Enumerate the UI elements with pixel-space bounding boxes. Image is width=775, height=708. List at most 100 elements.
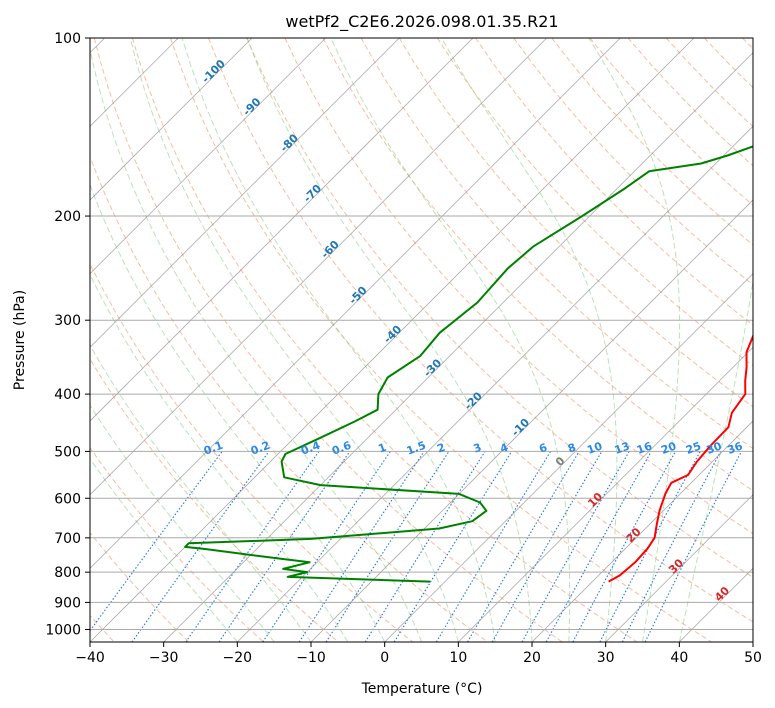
x-axis-label: Temperature (°C) xyxy=(361,681,483,697)
mixing-ratio-line xyxy=(185,451,320,642)
mixing-ratio-label: 16 xyxy=(635,439,654,457)
mixing-ratio-label: 4 xyxy=(498,441,510,456)
moist-adiabat xyxy=(90,404,275,642)
mixing-ratio-line xyxy=(621,451,722,642)
y-tick-label: 500 xyxy=(54,444,81,460)
mixing-ratio-line xyxy=(644,451,742,642)
mixing-ratio-label: 20 xyxy=(659,439,678,457)
mixing-ratio-label: 1.5 xyxy=(405,439,428,458)
mixing-ratio-line xyxy=(599,451,701,642)
isotherm-label: -10 xyxy=(509,416,532,439)
x-tick-label: 40 xyxy=(670,650,688,666)
y-tick-label: 1000 xyxy=(45,622,81,638)
mixing-ratio-label: 6 xyxy=(537,441,549,456)
dry-adiabat xyxy=(742,38,753,50)
x-tick-label: −40 xyxy=(75,650,105,666)
isotherm xyxy=(90,38,547,496)
y-tick-label: 300 xyxy=(54,313,81,329)
isotherm-label: 10 xyxy=(585,490,605,510)
plot-frame xyxy=(89,37,754,643)
x-tick-label: 50 xyxy=(744,650,762,666)
isotherm xyxy=(310,199,753,642)
isotherm-label: -60 xyxy=(319,238,342,261)
mixing-ratio-line xyxy=(393,451,513,642)
isotherm-label: 30 xyxy=(666,556,686,576)
isotherm xyxy=(531,420,753,642)
isotherm xyxy=(384,273,753,642)
dry-adiabat xyxy=(131,38,638,642)
dry-adiabat xyxy=(90,531,190,642)
x-axis: −40 −30 −20 −10 0 10 20 30 40 50 xyxy=(75,642,762,666)
mixing-ratio-label: 3 xyxy=(472,441,484,456)
dry-adiabat xyxy=(93,38,563,642)
mixing-ratio-label: 2 xyxy=(435,441,447,456)
mixing-ratio-label: 36 xyxy=(726,439,745,457)
mixing-ratio-label: 0.1 xyxy=(202,439,225,458)
dry-adiabat xyxy=(90,155,488,642)
dry-adiabat xyxy=(90,446,264,642)
dry-adiabat xyxy=(208,38,753,623)
isotherm xyxy=(752,641,753,642)
dry-adiabat xyxy=(284,38,753,535)
isotherm xyxy=(679,567,753,642)
dry-adiabat xyxy=(589,38,753,206)
isotherm xyxy=(237,125,753,642)
x-tick-label: −10 xyxy=(296,650,326,666)
dry-adiabat xyxy=(475,38,753,326)
mixing-ratio-line xyxy=(435,451,552,642)
dry-adiabat xyxy=(665,38,753,128)
y-tick-label: 400 xyxy=(54,387,81,403)
isotherm-label: 40 xyxy=(712,584,732,604)
x-tick-label: 30 xyxy=(597,650,615,666)
y-axis-label: Pressure (hPa) xyxy=(12,290,28,390)
mixing-ratio-label: 10 xyxy=(585,439,604,457)
moist-adiabat xyxy=(330,38,571,642)
mixing-ratio-line xyxy=(298,451,425,642)
y-tick-label: 900 xyxy=(54,595,81,611)
x-tick-label: 20 xyxy=(523,650,541,666)
x-tick-label: 0 xyxy=(380,650,389,666)
dry-adiabat xyxy=(246,38,753,578)
mixing-ratio-label: 25 xyxy=(684,439,703,456)
dry-adiabat xyxy=(551,38,753,246)
mixing-ratio-label: 0.4 xyxy=(299,439,322,458)
mixing-ratio-line xyxy=(545,451,652,642)
mixing-ratio-line xyxy=(572,451,676,642)
isotherm-label: -20 xyxy=(462,389,485,412)
isotherm xyxy=(90,38,253,201)
dry-adiabat xyxy=(360,38,753,450)
isotherm-label: -100 xyxy=(199,57,228,86)
moist-adiabat xyxy=(678,38,753,642)
moist-adiabat xyxy=(441,38,618,642)
isotherm xyxy=(163,52,753,642)
mixing-ratio-line xyxy=(325,451,450,642)
y-tick-label: 200 xyxy=(54,209,81,225)
y-axis: 100 200 300 400 500 600 700 800 900 1000 xyxy=(45,31,90,638)
chart-title: wetPf2_C2E6.2026.098.01.35.R21 xyxy=(285,12,558,32)
dry-adiabat xyxy=(513,38,753,286)
x-tick-label: −30 xyxy=(149,650,179,666)
y-tick-label: 600 xyxy=(54,491,81,507)
isotherm xyxy=(90,38,621,569)
x-tick-label: 10 xyxy=(449,650,467,666)
isotherm xyxy=(90,38,326,275)
y-tick-label: 700 xyxy=(54,531,81,547)
isotherm-label: -80 xyxy=(278,131,301,154)
isotherm-label: -50 xyxy=(346,284,369,307)
isotherm-label: -70 xyxy=(301,182,324,205)
mixing-ratio-line xyxy=(364,451,486,642)
x-tick-label: −20 xyxy=(223,650,253,666)
moist-adiabat xyxy=(90,273,349,642)
dry-adiabat xyxy=(322,38,753,492)
moist-adiabat xyxy=(90,183,386,642)
dry-adiabat xyxy=(170,38,712,642)
mixing-ratio-line xyxy=(218,451,351,642)
moist-adiabat xyxy=(90,344,312,642)
mixing-ratio-line xyxy=(262,451,391,642)
mixing-ratio-label: 8 xyxy=(566,441,578,456)
moist-adiabat xyxy=(129,38,459,642)
y-tick-label: 100 xyxy=(54,31,81,47)
mixing-ratio-line xyxy=(131,451,270,642)
mixing-ratio-label: 0.2 xyxy=(249,439,272,458)
